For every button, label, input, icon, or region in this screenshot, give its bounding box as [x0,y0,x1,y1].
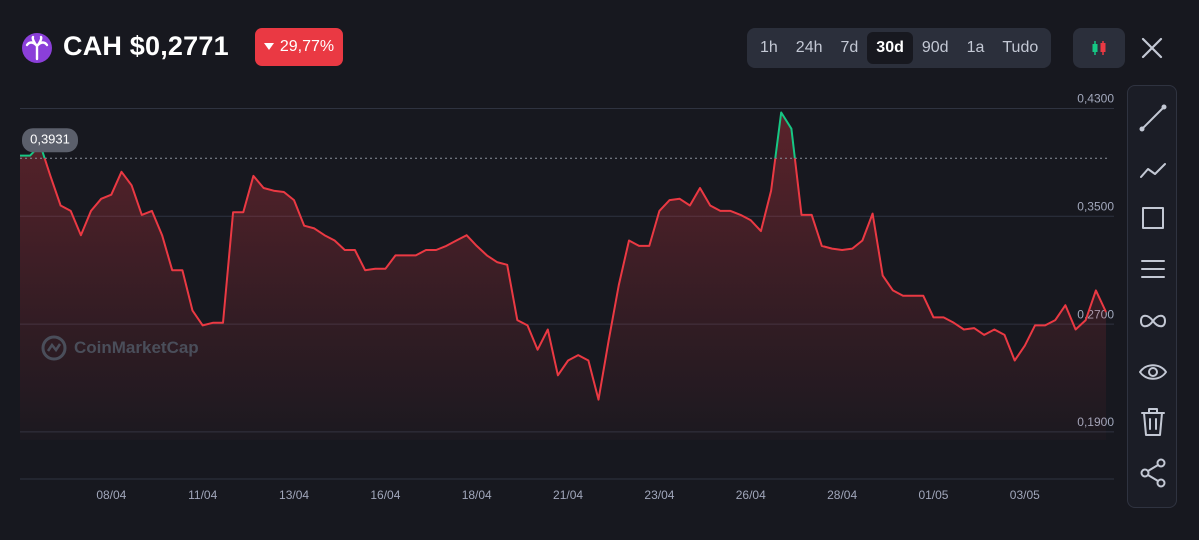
tool-icons [1139,104,1167,488]
price-line-below [43,158,1107,401]
x-tick-label: 11/04 [188,488,217,502]
price-area [20,112,1106,440]
x-tick-label: 21/04 [553,488,583,502]
x-tick-label: 01/05 [918,488,948,502]
close-button[interactable] [1138,34,1166,62]
delete-tool[interactable] [1141,408,1165,436]
timeframe-button[interactable]: 1a [966,39,985,56]
fib-tool[interactable] [1140,314,1166,328]
polyline-tool[interactable] [1140,163,1166,178]
x-tick-label: 08/04 [96,488,126,502]
coin-logo [22,33,52,63]
watermark: CoinMarketCap [40,334,199,362]
watermark-logo [41,335,67,361]
x-tick-label: 26/04 [736,488,766,502]
down-arrow [263,43,274,50]
change-badge: 29,77% [255,28,343,66]
change-text: 29,77% [279,38,335,55]
timeframe-button[interactable]: 30d [867,32,913,64]
x-tick-label: 13/04 [279,488,309,502]
rectangle-tool[interactable] [1142,207,1164,229]
parallel-lines-tool[interactable] [1141,260,1165,278]
timeframe-button[interactable]: 24h [795,39,823,56]
candle-icon [1092,41,1106,55]
timeframe-button[interactable]: 1h [760,39,778,56]
x-tick-label: 23/04 [644,488,674,502]
timeframe-button[interactable]: 7d [840,39,859,56]
timeframe-button[interactable]: 90d [921,39,949,56]
reference-label-bg [22,128,78,153]
timeframe-button[interactable]: Tudo [1002,39,1039,56]
symbol-price: CAH $0,2771 [63,31,229,61]
x-tick-label: 16/04 [370,488,400,502]
candle-toggle[interactable] [1073,28,1125,68]
x-tick-label: 03/05 [1010,488,1040,502]
x-tick-label: 28/04 [827,488,857,502]
visibility-tool[interactable] [1139,364,1167,380]
reference-label: 0,3931 [30,132,70,147]
share-tool[interactable] [1140,458,1166,488]
trend-line-tool[interactable] [1139,104,1167,132]
tool-panel [1127,85,1177,508]
timeframe-group: 1h 24h 7d 30d 90d 1a Tudo [747,28,1052,68]
y-tick-label: 0,4300 [1077,92,1114,106]
watermark-text: CoinMarketCap [74,338,199,357]
x-tick-label: 18/04 [462,488,492,502]
y-tick-label: 0,3500 [1077,199,1114,213]
